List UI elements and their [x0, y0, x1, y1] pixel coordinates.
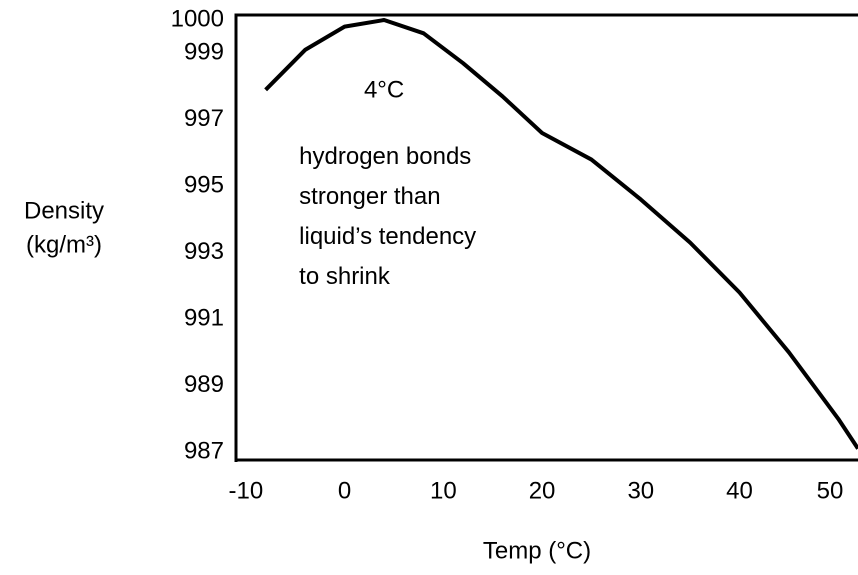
- x-tick-label: 0: [338, 477, 351, 504]
- y-tick-label: 999: [184, 39, 224, 66]
- data-line: [264, 18, 858, 450]
- x-axis-label: Temp (°C): [483, 537, 591, 564]
- y-tick-label: 989: [184, 371, 224, 398]
- annotation: hydrogen bonds: [299, 143, 471, 170]
- x-tick-label: 10: [430, 477, 457, 504]
- x-tick-label: 20: [529, 477, 556, 504]
- annotation: liquid’s tendency: [299, 223, 476, 250]
- y-tick-label: 987: [184, 437, 224, 464]
- y-tick-label: 997: [184, 105, 224, 132]
- annotation: to shrink: [299, 263, 391, 290]
- y-axis-label: Density: [24, 197, 104, 224]
- annotation: stronger than: [299, 183, 440, 210]
- x-tick-label: 50: [817, 477, 844, 504]
- annotation: 4°C: [364, 77, 404, 104]
- y-tick-label: 1000: [171, 5, 224, 32]
- y-tick-label: 993: [184, 238, 224, 265]
- x-tick-label: -10: [229, 477, 264, 504]
- y-tick-label: 991: [184, 304, 224, 331]
- x-tick-label: 30: [627, 477, 654, 504]
- x-tick-label: 40: [726, 477, 753, 504]
- y-tick-label: 995: [184, 171, 224, 198]
- y-axis-label: (kg/m³): [26, 231, 102, 258]
